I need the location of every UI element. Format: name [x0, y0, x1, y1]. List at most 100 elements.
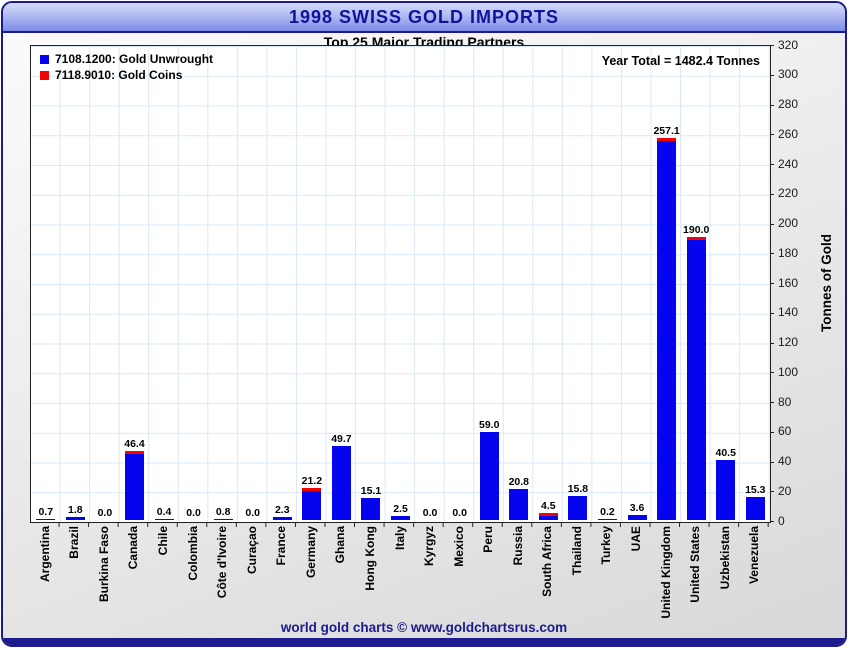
x-axis-label-cell: United Kingdom: [651, 526, 681, 626]
y-tick-mark: [770, 372, 774, 374]
bar-column-burkina-faso: 0.0: [90, 46, 120, 522]
bar-column-thailand: 15.8: [563, 46, 593, 522]
bar-value-label: 2.5: [393, 503, 408, 515]
bar-value-label: 0.0: [422, 507, 438, 519]
bar-value-label: 15.1: [360, 485, 382, 497]
x-axis-label-cell: Italy: [385, 526, 415, 626]
y-tick-mark: [770, 45, 774, 46]
y-tick-mark: [770, 521, 774, 522]
bar-column-venezuela: 15.3: [741, 46, 771, 522]
y-tick-label: 100: [778, 364, 799, 379]
bar-value-label: 0.0: [97, 507, 113, 519]
x-axis-label-cell: Peru: [473, 526, 503, 626]
bar-value-label: 4.5: [541, 500, 556, 512]
y-tick-mark: [770, 134, 774, 136]
legend-item-unwrought: 7108.1200: Gold Unwrought: [40, 53, 213, 65]
bar-column-mexico: 0.0: [445, 46, 475, 522]
bar: [272, 517, 292, 520]
bar-value-label: 46.4: [124, 438, 145, 450]
bar: [657, 138, 677, 520]
y-tick-mark: [770, 164, 774, 165]
bar-value-label: 49.7: [331, 433, 352, 445]
bar-column-united-kingdom: 257.1: [652, 46, 682, 522]
y-tick-label: 140: [778, 305, 799, 320]
x-axis-label: Kyrgyz: [422, 526, 437, 567]
x-axis-label: Venezuela: [747, 526, 762, 585]
year-total-annotation: Year Total = 1482.4 Tonnes: [601, 54, 760, 68]
y-tick-mark: [770, 223, 774, 225]
y-tick-mark: [770, 461, 774, 463]
bar-value-label: 257.1: [653, 125, 680, 137]
bar-column-argentina: 0.7: [31, 46, 61, 522]
x-axis-label: Germany: [303, 526, 318, 579]
bar: [213, 519, 233, 520]
y-tick-label: 300: [778, 67, 799, 82]
y-tick-label: 20: [778, 483, 792, 498]
x-axis-label: Turkey: [599, 526, 614, 565]
x-axis-label-cell: Mexico: [444, 526, 474, 626]
bar: [65, 517, 85, 520]
x-axis-ticks: [30, 522, 770, 527]
bar-value-label: 40.5: [715, 447, 736, 459]
x-axis-label-cell: South Africa: [533, 526, 563, 626]
x-axis-label-cell: Venezuela: [740, 526, 770, 626]
bar: [597, 519, 617, 520]
x-axis-label-cell: Colombia: [178, 526, 208, 626]
x-axis-label-cell: Turkey: [592, 526, 622, 626]
bar-column-hong-kong: 15.1: [356, 46, 386, 522]
bar-value-label: 0.8: [215, 506, 231, 518]
legend-label: 7108.1200: Gold Unwrought: [55, 52, 214, 66]
bar: [509, 489, 529, 520]
x-axis-label: France: [274, 526, 289, 566]
bar-value-label: 1.8: [68, 504, 83, 516]
y-tick-label: 160: [778, 275, 799, 290]
bar-column-brazil: 1.8: [61, 46, 91, 522]
bar: [568, 496, 588, 520]
y-tick-mark: [770, 491, 774, 493]
bar: [36, 519, 56, 520]
x-axis-label-cell: Ghana: [326, 526, 356, 626]
legend: 7108.1200: Gold Unwrought 7118.9010: Gol…: [40, 53, 213, 81]
bar-column-france: 2.3: [268, 46, 298, 522]
y-tick-mark: [770, 74, 774, 76]
bar-value-label: 21.2: [301, 475, 323, 487]
bar-value-label: 3.6: [629, 502, 645, 514]
y-tick-mark: [770, 193, 774, 195]
x-axis-label: United Kingdom: [658, 526, 673, 619]
y-tick-label: 60: [778, 424, 792, 439]
x-axis-label-cell: United States: [680, 526, 710, 626]
bar-column-turkey: 0.2: [593, 46, 623, 522]
x-axis-label: Russia: [510, 526, 525, 566]
x-axis-label: Canada: [126, 526, 141, 570]
x-axis-label: Brazil: [67, 526, 82, 559]
bar: [538, 513, 558, 520]
y-tick-label: 0: [778, 513, 785, 528]
bar-column-uae: 3.6: [622, 46, 652, 522]
bar-column-ghana: 49.7: [327, 46, 357, 522]
x-axis-label: Burkina Faso: [96, 526, 111, 603]
x-axis-label-cell: UAE: [621, 526, 651, 626]
bar-value-label: 15.8: [567, 483, 589, 495]
x-axis-label-cell: France: [267, 526, 297, 626]
bar-column-chile: 0.4: [149, 46, 179, 522]
x-axis-label-cell: Hong Kong: [355, 526, 385, 626]
bar-value-label: 0.2: [600, 506, 615, 518]
x-axis-label-cell: Côte d'Ivoire: [207, 526, 237, 626]
x-axis-label-cell: Curaçao: [237, 526, 267, 626]
bar-value-label: 0.0: [245, 507, 261, 519]
bar-value-label: 0.7: [38, 506, 54, 518]
x-axis-label-cell: Canada: [119, 526, 149, 626]
y-tick-mark: [770, 104, 774, 106]
y-tick-label: 280: [778, 97, 799, 111]
bar-value-label: 0.0: [452, 507, 467, 519]
bar: [302, 488, 322, 520]
bar: [745, 497, 765, 520]
plot-area: 0.7 1.8 0.0 46.4 0.4 0.0 0.8 0.0 2.3 21.2 49.7 15.1…: [30, 45, 771, 523]
bar-column-kyrgyz: 0.0: [415, 46, 445, 522]
x-axis-label: South Africa: [540, 526, 555, 597]
bar-column-c-te-d-ivoire: 0.8: [208, 46, 238, 522]
x-axis-label: Chile: [156, 526, 171, 556]
x-axis-label-cell: Chile: [148, 526, 178, 626]
bar-value-label: 0.4: [156, 506, 172, 518]
bottom-accent-bar: [3, 638, 845, 645]
